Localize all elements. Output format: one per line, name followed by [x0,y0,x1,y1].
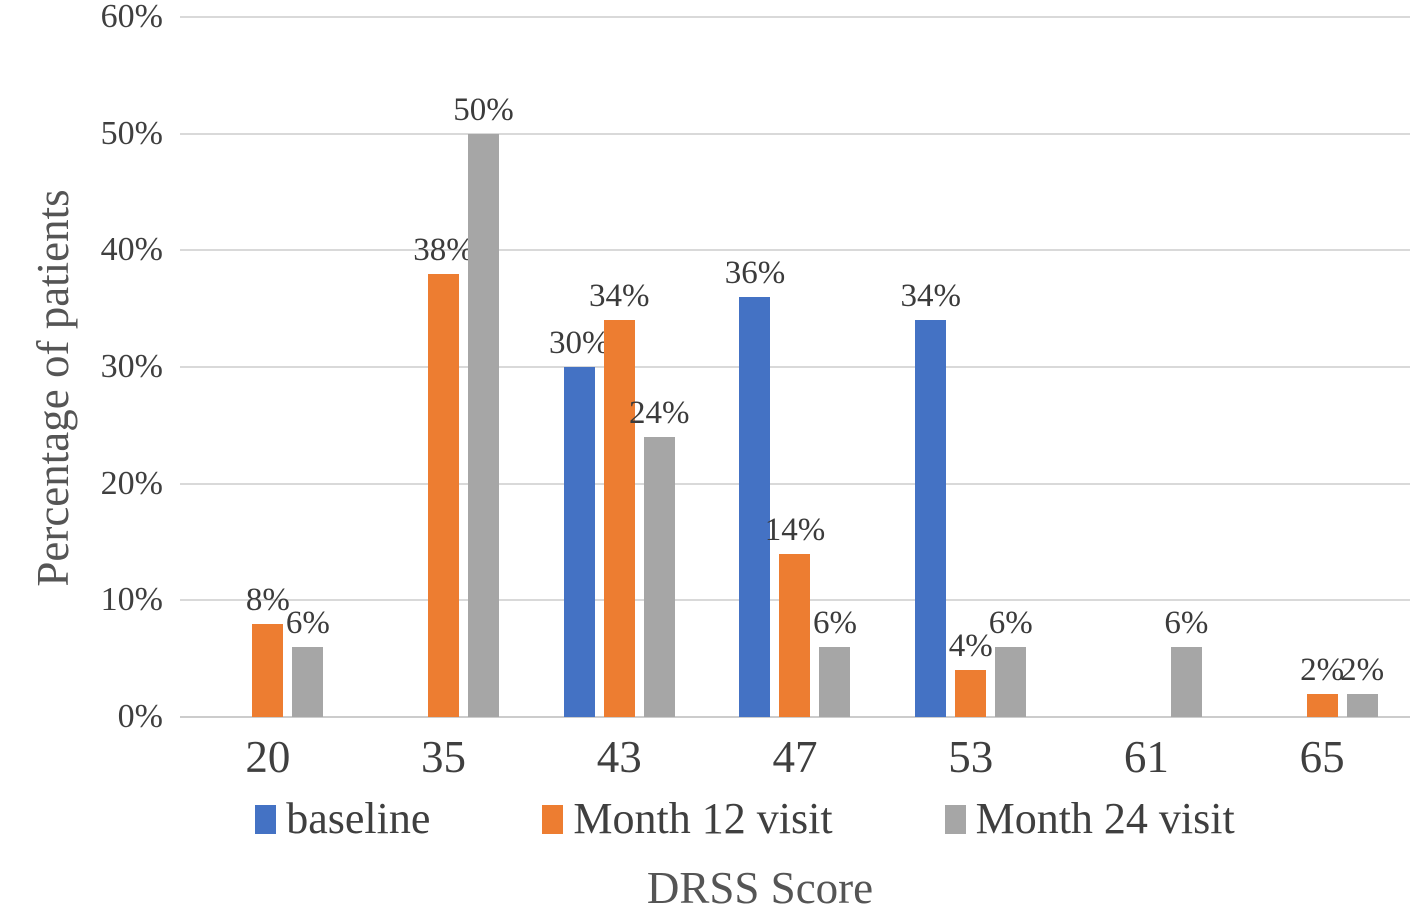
y-tick-label: 40% [100,231,163,269]
gridline-40% [180,249,1410,252]
bar-data-label: 2% [1340,651,1385,688]
x-tick-label-47: 47 [772,732,818,782]
bar-month-24-visit-35: 50% [453,93,514,717]
gridline-60% [180,16,1410,18]
bar-data-label: 6% [1164,605,1209,641]
y-tick-label: 10% [100,581,163,619]
x-tick-label-61: 61 [1123,732,1169,782]
bar-data-label: 2% [1300,651,1345,688]
bar-data-label: 38% [413,231,474,268]
legend-swatch-icon [542,804,564,834]
bar-data-label: 50% [453,91,514,128]
bar-data-label: 4% [948,628,993,665]
bar-month-24-visit-53: 6% [989,606,1033,717]
bar-baseline-53: 34% [900,279,961,717]
x-tick-label-53: 53 [948,732,994,782]
bar-data-label: 34% [589,278,650,315]
bar-month-12-visit-47: 14% [765,513,825,717]
plot-area: 8% 6% 38% 50% 30% 34% 24% 36% 14% 6% 34% 4% 6% 6% 2% 2% [180,16,1410,718]
x-tick-label-65: 65 [1299,732,1345,782]
bar-data-label: 30% [549,325,610,361]
bar-data-label: 8% [245,581,290,618]
gridline-50% [180,132,1410,135]
bar-group-65: 2% 2% [1234,17,1410,717]
bar-group-47: 36% 14% 6% [707,17,883,717]
y-tick-label: 30% [100,348,163,385]
legend-item-month-24-visit: Month 24 visit [944,794,1235,843]
bar-group-20: 8% 6% [180,17,356,717]
legend-label: Month 24 visit [975,794,1235,843]
bar-group-53: 34% 4% 6% [883,17,1059,717]
legend-swatch-icon [255,804,277,834]
gridline-30% [180,366,1410,368]
bar-data-label: 6% [285,605,330,641]
legend-swatch-icon [944,804,966,834]
y-tick-label: 20% [100,464,163,502]
legend-label: baseline [286,794,431,843]
chart-legend: baseline Month 12 visit Month 24 visit [0,795,1418,843]
bar-group-35: 38% 50% [356,17,532,717]
bar-month-12-visit-65: 2% [1300,653,1344,717]
bar-data-label: 34% [900,278,961,315]
bar-group-61: 6% [1059,17,1235,717]
y-tick-label: 50% [100,114,163,152]
bar-data-label: 24% [629,395,690,431]
bar-month-24-visit-65: 2% [1340,653,1384,717]
x-tick-label-43: 43 [596,732,642,782]
bar-month-12-visit-20: 8% [246,583,290,717]
bar-month-12-visit-53: 4% [949,629,993,717]
bar-data-label: 14% [764,511,826,548]
bar-month-24-visit-43: 24% [629,396,690,717]
legend-item-month-12-visit: Month 12 visit [542,794,833,843]
bar-data-label: 6% [812,605,857,641]
gridline-0% [180,716,1410,718]
bar-month-24-visit-20: 6% [286,606,330,717]
bar-baseline-47: 36% [725,256,785,717]
bar-group-43: 30% 34% 24% [531,17,707,717]
y-tick-label: 60% [100,0,163,35]
x-tick-label-20: 20 [245,732,291,782]
bar-month-12-visit-35: 38% [413,233,474,717]
bar-month-24-visit-61: 6% [1164,606,1208,717]
x-axis-title: DRSS Score [646,863,874,913]
bar-month-24-visit-47: 6% [813,606,857,717]
legend-item-baseline: baseline [255,795,430,843]
y-tick-label: 0% [117,698,163,735]
legend-label: Month 12 visit [573,794,833,843]
bar-month-12-visit-43: 34% [589,279,650,717]
bar-data-label: 36% [724,255,786,291]
gridline-20% [180,482,1410,485]
bar-baseline-43: 30% [549,326,610,717]
x-tick-label-35: 35 [421,732,467,782]
bar-data-label: 6% [988,605,1033,641]
